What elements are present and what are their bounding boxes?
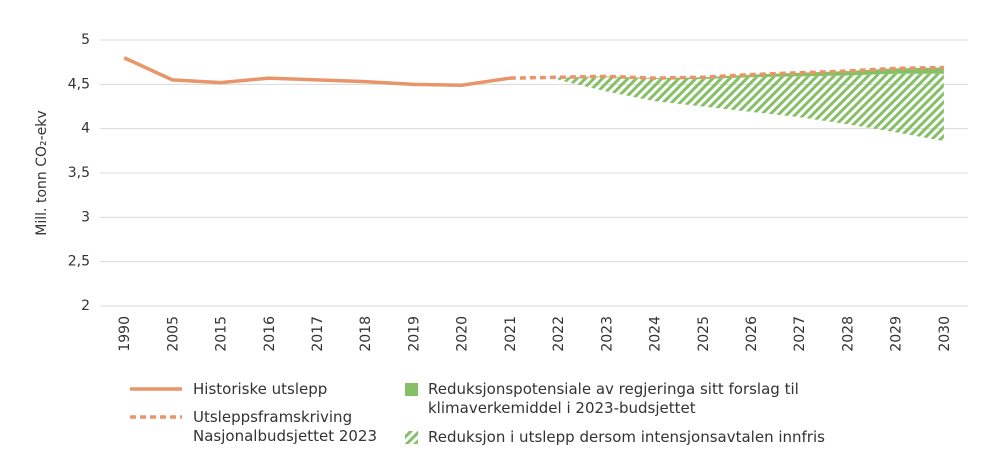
legend-label: Historiske utslepp [193, 380, 328, 398]
x-tick-label: 2027 [792, 316, 808, 352]
x-tick-label: 2015 [214, 316, 230, 352]
x-tick-label: 2023 [599, 316, 615, 352]
x-tick-label: 2019 [406, 316, 422, 352]
line [509, 65, 944, 80]
legend-swatch [405, 431, 418, 444]
x-tick-label: 2017 [310, 316, 326, 352]
y-axis-label: Mill. tonn CO₂-ekv [34, 110, 50, 235]
x-tick-label: 2020 [455, 316, 471, 352]
legend-label: Reduksjon i utslepp dersom intensjonsavt… [428, 428, 825, 446]
y-tick-label: 2 [81, 298, 90, 314]
legend-swatch [405, 383, 418, 396]
x-tick-label: 2029 [889, 316, 905, 352]
y-tick-label: 4 [81, 121, 90, 137]
x-tick-label: 2025 [696, 316, 712, 352]
y-tick-label: 2,5 [68, 254, 90, 270]
x-tick-label: 2026 [744, 316, 760, 352]
x-tick-label: 2030 [937, 316, 953, 352]
x-tick-label: 2028 [840, 316, 856, 352]
y-tick-label: 5 [81, 32, 90, 48]
y-tick-label: 3,5 [68, 165, 90, 181]
x-tick-label: 1990 [117, 316, 133, 352]
x-tick-label: 2005 [165, 316, 181, 352]
y-tick-label: 3 [81, 209, 90, 225]
x-tick-label: 2022 [551, 316, 567, 352]
line [123, 56, 511, 87]
x-tick-label: 2016 [262, 316, 278, 352]
area [558, 73, 944, 142]
legend-label: Utsleppsframskriving Nasjonalbudsjettet … [193, 408, 378, 445]
x-tick-label: 2018 [358, 316, 374, 352]
x-tick-label: 2021 [503, 316, 519, 352]
x-tick-label: 2024 [648, 316, 664, 352]
y-tick-label: 4,5 [68, 76, 90, 92]
legend-label: Reduksjonspotensiale av regjeringa sitt … [428, 380, 799, 417]
